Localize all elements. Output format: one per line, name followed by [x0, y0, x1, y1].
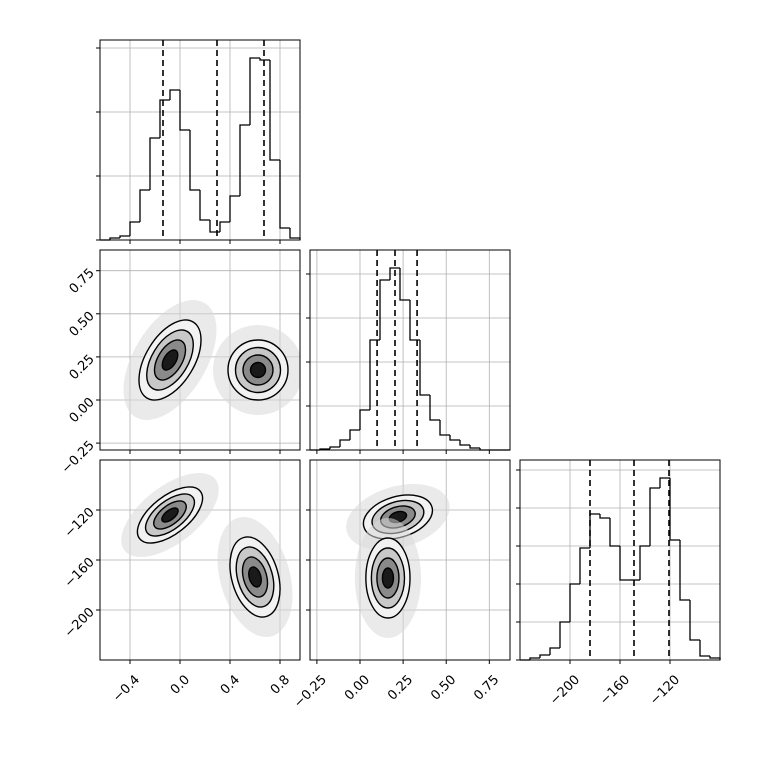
contour	[249, 361, 267, 379]
histogram-bin	[529, 657, 540, 660]
histogram-bin	[389, 267, 400, 280]
histogram-bin	[549, 647, 560, 655]
histogram-bin	[649, 487, 660, 546]
x-tick-label: −120	[647, 672, 683, 708]
scatter-panel: −0.4 0.0 0.4 0.8 −200 −160 −120	[62, 459, 301, 705]
histogram-bin	[599, 514, 610, 519]
histogram-bin	[619, 545, 630, 581]
x-tick-label: −0.25	[291, 672, 330, 711]
contour	[161, 507, 179, 523]
axes-frame	[519, 459, 721, 661]
x-tick-label: −0.4	[110, 672, 143, 705]
histogram-bin	[199, 190, 210, 221]
x-tick-label: 0.0	[168, 672, 193, 697]
histogram-bin	[459, 440, 470, 446]
histogram-bin	[399, 267, 410, 301]
histogram-bin	[179, 89, 190, 131]
histogram-bin	[149, 137, 160, 191]
density	[123, 300, 300, 421]
histogram-bin	[589, 513, 600, 549]
histogram-bin	[289, 227, 301, 240]
histogram-bin	[659, 477, 670, 489]
histogram-bin	[569, 583, 580, 622]
x-tick-label: 0.25	[385, 672, 416, 703]
contour	[161, 349, 179, 371]
y-tick-label: 0.25	[67, 352, 98, 383]
histogram-bin	[679, 539, 690, 601]
contour	[381, 567, 395, 589]
histogram-bin	[449, 434, 460, 441]
histogram-bin	[229, 195, 240, 223]
histogram-bin	[469, 444, 480, 449]
y-tick-label: 0.75	[67, 266, 98, 297]
histogram-bin	[239, 124, 250, 196]
histogram-bin	[119, 235, 130, 239]
histogram-bin	[129, 221, 140, 236]
axes-frame	[99, 249, 301, 451]
x-tick-label: 0.8	[268, 672, 293, 697]
x-tick-label: 0.00	[342, 672, 373, 703]
y-tick-label: 0.00	[67, 395, 98, 426]
histogram-bin	[219, 221, 230, 232]
histogram-bin	[209, 219, 220, 233]
histogram-bin	[189, 129, 200, 191]
y-tick-label: −160	[62, 555, 98, 591]
histogram-bin	[169, 89, 180, 100]
histogram-bin	[369, 339, 380, 410]
scatter-panel: −0.25 0.00 0.25 0.50 0.75	[59, 249, 301, 477]
histogram-bin	[159, 99, 170, 138]
density	[121, 473, 293, 637]
histogram-bin	[669, 478, 680, 541]
histogram-bin	[409, 299, 420, 341]
histogram-bin	[639, 545, 650, 581]
contour	[248, 566, 262, 588]
histogram-bin	[329, 446, 340, 449]
histogram-bin	[439, 419, 450, 436]
histogram-bin	[109, 237, 120, 240]
histogram-bin	[429, 394, 440, 421]
histogram-bin	[699, 640, 710, 657]
histogram-bin	[539, 654, 550, 658]
axes-frame	[99, 459, 301, 661]
x-tick-label: −200	[547, 672, 583, 708]
y-tick-label: −0.25	[59, 438, 98, 477]
axes-frame	[99, 39, 301, 241]
y-tick-label: −200	[62, 605, 98, 641]
density	[346, 483, 450, 638]
x-tick-label: 0.50	[428, 672, 459, 703]
axes-frame	[309, 249, 511, 451]
histogram-bin	[269, 59, 280, 161]
histogram-bin	[259, 57, 270, 61]
histogram-bin	[249, 57, 260, 125]
scatter-panel: −0.25 0.00 0.25 0.50 0.75	[291, 459, 511, 711]
x-tick-label: 0.75	[471, 672, 502, 703]
histogram-bin	[339, 439, 350, 448]
histogram-bin	[419, 339, 430, 396]
x-tick-label: −160	[597, 672, 633, 708]
histogram-bin	[379, 279, 390, 340]
histogram-bin	[609, 517, 620, 547]
histogram-bin	[139, 189, 150, 223]
histogram-bin	[359, 409, 370, 430]
histogram-bin	[709, 656, 721, 660]
histogram-bin	[689, 599, 700, 641]
histogram-bin	[349, 429, 360, 441]
axes-frame	[309, 459, 511, 661]
histogram-bin	[579, 547, 590, 584]
histogram-panel	[96, 39, 301, 244]
histogram-panel: −200 −160 −120	[516, 459, 721, 708]
histogram-panel	[306, 249, 511, 454]
histogram-bin	[279, 160, 290, 229]
y-tick-label: 0.50	[67, 309, 98, 340]
histogram-bin	[559, 621, 570, 648]
x-tick-label: 0.4	[218, 672, 243, 697]
y-tick-label: −120	[62, 505, 98, 541]
